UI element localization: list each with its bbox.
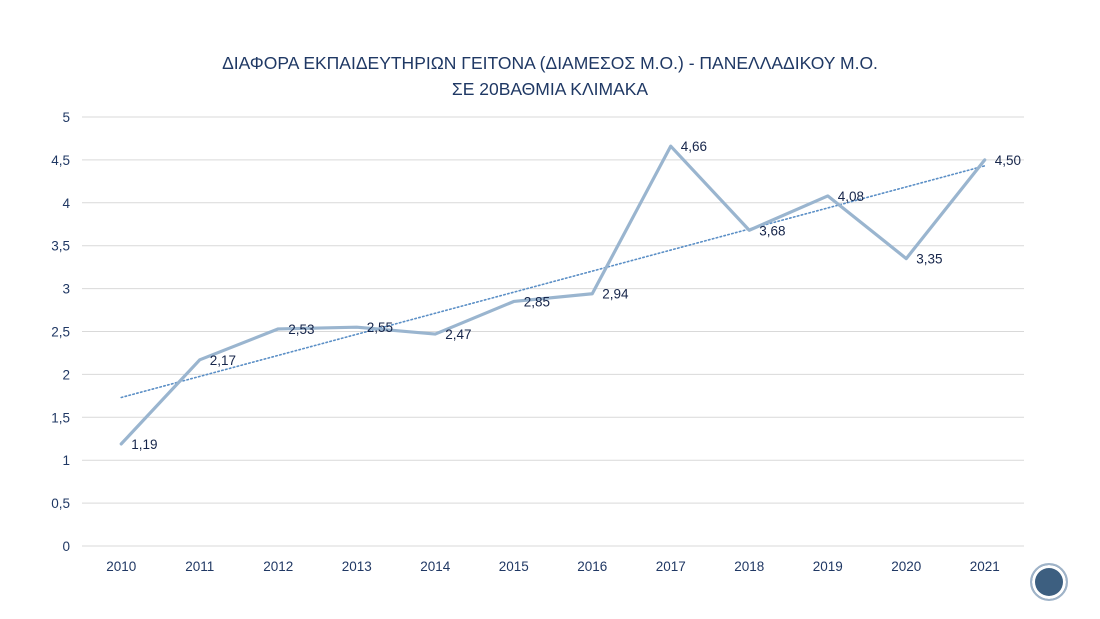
- x-tick-label: 2014: [420, 559, 451, 574]
- data-labels: 1,19 2,17 2,53 2,55 2,47 2,85 2,94 4,66 3,68 4,08…: [131, 139, 1021, 452]
- x-tick-label: 2011: [185, 559, 214, 574]
- x-tick-label: 2021: [970, 559, 1000, 574]
- data-label: 2,47: [445, 327, 471, 342]
- data-label: 4,50: [995, 153, 1021, 168]
- data-label: 1,19: [131, 437, 157, 452]
- data-label: 3,68: [759, 223, 785, 238]
- y-tick-label: 1: [62, 453, 70, 468]
- chart-title: ΔΙΑΦΟΡΑ ΕΚΠΑΙΔΕΥΤΗΡΙΩΝ ΓΕΙΤΟΝΑ (ΔΙΑΜΕΣΟΣ…: [0, 50, 1100, 102]
- y-tick-label: 4: [62, 196, 70, 211]
- x-tick-label: 2017: [656, 559, 686, 574]
- x-tick-label: 2016: [577, 559, 607, 574]
- chart-title-line-1: ΔΙΑΦΟΡΑ ΕΚΠΑΙΔΕΥΤΗΡΙΩΝ ΓΕΙΤΟΝΑ (ΔΙΑΜΕΣΟΣ…: [222, 53, 878, 73]
- gridlines: [82, 116, 1024, 547]
- x-tick-label: 2018: [734, 559, 764, 574]
- data-label: 3,35: [916, 252, 942, 267]
- x-tick-label: 2019: [813, 559, 843, 574]
- data-label: 2,53: [288, 322, 314, 337]
- chart-title-line-2: ΣΕ 20ΒΑΘΜΙΑ ΚΛΙΜΑΚΑ: [451, 79, 649, 99]
- x-tick-label: 2010: [106, 559, 136, 574]
- x-tick-label: 2015: [499, 559, 529, 574]
- y-tick-label: 0: [62, 539, 70, 554]
- x-tick-label: 2013: [342, 559, 372, 574]
- logo-badge-icon: [1030, 563, 1068, 601]
- y-tick-label: 3,5: [51, 239, 70, 254]
- data-label: 4,08: [838, 189, 864, 204]
- y-tick-label: 5: [62, 110, 70, 125]
- x-tick-label: 2012: [263, 559, 293, 574]
- y-tick-label: 2: [62, 367, 70, 382]
- data-label: 2,85: [524, 294, 550, 309]
- data-label: 2,55: [367, 320, 393, 335]
- data-series: [119, 144, 987, 446]
- series-line: [119, 144, 987, 446]
- y-tick-label: 2,5: [51, 325, 70, 340]
- data-label: 2,17: [210, 353, 236, 368]
- y-tick-label: 4,5: [51, 153, 70, 168]
- x-axis-tick-labels: 2010 2011 2012 2013 2014 2015 2016 2017 2018 2019…: [106, 559, 1000, 574]
- y-tick-label: 3: [62, 282, 70, 297]
- x-tick-label: 2020: [891, 559, 921, 574]
- y-axis-tick-labels: 0 0,5 1 1,5 2 2,5 3 3,5 4 4,5 5: [51, 110, 70, 554]
- y-tick-label: 0,5: [51, 496, 70, 511]
- data-label: 4,66: [681, 139, 707, 154]
- data-label: 2,94: [602, 287, 629, 302]
- y-tick-label: 1,5: [51, 410, 70, 425]
